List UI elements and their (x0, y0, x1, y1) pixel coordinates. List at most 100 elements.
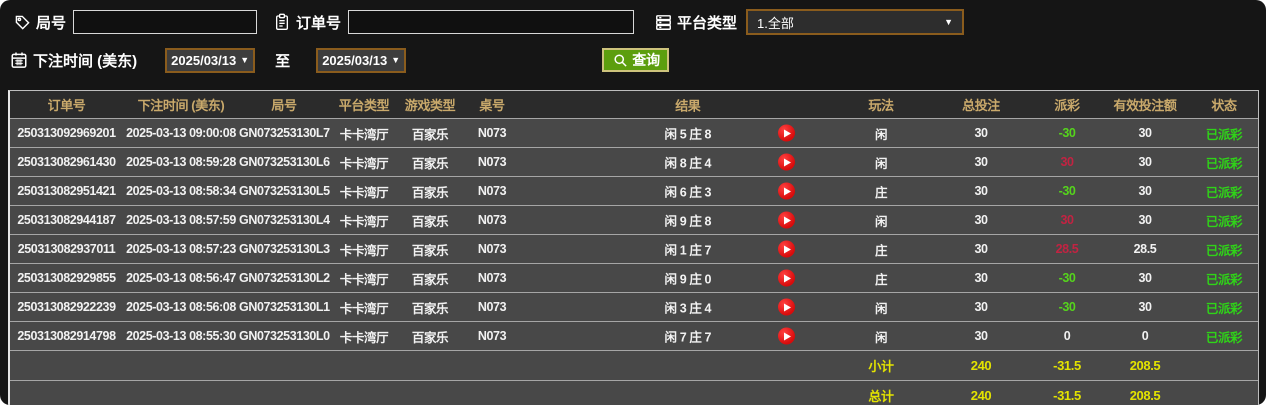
round-id: GN073253130L7 (239, 126, 330, 140)
col-header-game-type: 游戏类型 (404, 98, 456, 113)
subtotal-row: 小计 240 -31.5 208.5 (10, 350, 1258, 380)
platform: 卡卡湾厅 (339, 127, 389, 142)
table-no: N073 (477, 329, 507, 343)
subtotal-total-bet: 240 (970, 358, 992, 373)
result-cell: 闲 5 庄 8 (523, 119, 834, 147)
round-id: GN073253130L5 (239, 184, 330, 198)
bet-time: 2025-03-13 08:55:30 (126, 329, 236, 343)
game-type: 百家乐 (411, 243, 449, 258)
records-table: 订单号 下注时间 (美东) 局号 平台类型 游戏类型 桌号 结果 玩法 总投注 … (8, 90, 1259, 405)
play-type: 闲 (874, 156, 888, 171)
date-from-picker[interactable]: 2025/03/13 ▼ (165, 47, 256, 73)
table-row: 250313082961430 2025-03-13 08:59:28 GN07… (10, 147, 1258, 176)
platform: 卡卡湾厅 (339, 185, 389, 200)
total-bet: 30 (974, 126, 988, 140)
total-bet: 30 (974, 184, 988, 198)
play-video-icon[interactable] (778, 124, 796, 142)
status-badge: 已派彩 (1205, 272, 1243, 287)
total-bet: 30 (974, 213, 988, 227)
play-type: 闲 (874, 301, 888, 316)
tag-icon (13, 13, 31, 31)
platform: 卡卡湾厅 (339, 156, 389, 171)
table-no: N073 (477, 126, 507, 140)
col-header-payout: 派彩 (1054, 98, 1080, 113)
filter-row-bottom: 下注时间 (美东) 2025/03/13 ▼ 至 2025/03/13 ▼ 查询 (0, 45, 1266, 75)
game-type: 百家乐 (411, 127, 449, 142)
table-no: N073 (477, 300, 507, 314)
platform: 卡卡湾厅 (339, 330, 389, 345)
platform: 卡卡湾厅 (339, 301, 389, 316)
date-to-picker[interactable]: 2025/03/13 ▼ (316, 47, 407, 73)
play-video-icon[interactable] (778, 153, 796, 171)
bet-time: 2025-03-13 08:57:23 (126, 242, 236, 256)
result-cell: 闲 3 庄 4 (523, 293, 834, 321)
round-id: GN073253130L2 (239, 271, 330, 285)
order-number-label: 订单号 (296, 14, 342, 32)
round-id: GN073253130L0 (239, 329, 330, 343)
play-type: 庄 (874, 272, 888, 287)
payout: -30 (1058, 271, 1076, 285)
game-type: 百家乐 (411, 301, 449, 316)
play-video-icon[interactable] (778, 182, 796, 200)
play-video-icon[interactable] (778, 327, 796, 345)
round-id: GN073253130L3 (239, 242, 330, 256)
total-bet: 30 (974, 242, 988, 256)
table-row: 250313082922239 2025-03-13 08:56:08 GN07… (10, 292, 1258, 321)
status-badge: 已派彩 (1205, 127, 1243, 142)
round-number-input[interactable] (73, 10, 258, 34)
order-id: 250313082922239 (17, 300, 116, 314)
payout: -30 (1058, 300, 1076, 314)
chevron-down-icon: ▼ (240, 55, 250, 65)
game-type: 百家乐 (411, 214, 449, 229)
valid-bet: 30 (1138, 213, 1152, 227)
order-number-input[interactable] (348, 10, 635, 34)
search-icon (611, 51, 629, 69)
order-id: 250313082944187 (17, 213, 116, 227)
table-no: N073 (477, 213, 507, 227)
bet-time: 2025-03-13 08:59:28 (126, 155, 236, 169)
result-text: 闲 9 庄 0 (664, 272, 712, 287)
date-range-to-label: 至 (275, 52, 291, 70)
order-id: 250313092969201 (17, 126, 116, 140)
result-cell: 闲 9 庄 8 (523, 206, 834, 234)
platform: 卡卡湾厅 (339, 243, 389, 258)
subtotal-valid-bet: 208.5 (1129, 358, 1161, 373)
status-badge: 已派彩 (1205, 243, 1243, 258)
col-header-valid-bet: 有效投注额 (1113, 98, 1177, 113)
col-header-platform: 平台类型 (338, 98, 390, 113)
chevron-down-icon: ▼ (391, 55, 401, 65)
payout: -30 (1058, 184, 1076, 198)
clipboard-icon (273, 13, 291, 31)
platform-type-value: 1.全部 (757, 15, 794, 31)
result-text: 闲 3 庄 4 (664, 301, 712, 316)
valid-bet: 30 (1138, 126, 1152, 140)
total-total-bet: 240 (970, 388, 992, 403)
bet-time: 2025-03-13 08:56:08 (126, 300, 236, 314)
bet-time-label: 下注时间 (美东) (33, 52, 138, 70)
play-video-icon[interactable] (778, 298, 796, 316)
order-id: 250313082914798 (17, 329, 116, 343)
valid-bet: 0 (1141, 329, 1149, 343)
play-type: 闲 (874, 330, 888, 345)
order-id: 250313082937011 (17, 242, 116, 256)
total-bet: 30 (974, 155, 988, 169)
play-video-icon[interactable] (778, 211, 796, 229)
result-text: 闲 5 庄 8 (664, 127, 712, 142)
platform-type-icon (654, 13, 672, 31)
game-type: 百家乐 (411, 272, 449, 287)
bet-time: 2025-03-13 08:57:59 (126, 213, 236, 227)
round-number-label: 局号 (36, 14, 67, 32)
col-header-total-bet: 总投注 (962, 98, 1000, 113)
filter-row-top: 局号 订单号 (0, 8, 1266, 36)
col-header-play: 玩法 (868, 98, 894, 113)
platform-type-select[interactable]: 1.全部 ▼ (746, 9, 965, 35)
play-video-icon[interactable] (778, 269, 796, 287)
order-id: 250313082929855 (17, 271, 116, 285)
table-row: 250313082937011 2025-03-13 08:57:23 GN07… (10, 234, 1258, 263)
play-video-icon[interactable] (778, 240, 796, 258)
payout: 30 (1060, 213, 1074, 227)
round-id: GN073253130L1 (239, 300, 330, 314)
result-cell: 闲 8 庄 4 (523, 148, 834, 176)
search-button[interactable]: 查询 (602, 48, 670, 72)
result-cell: 闲 1 庄 7 (523, 235, 834, 263)
